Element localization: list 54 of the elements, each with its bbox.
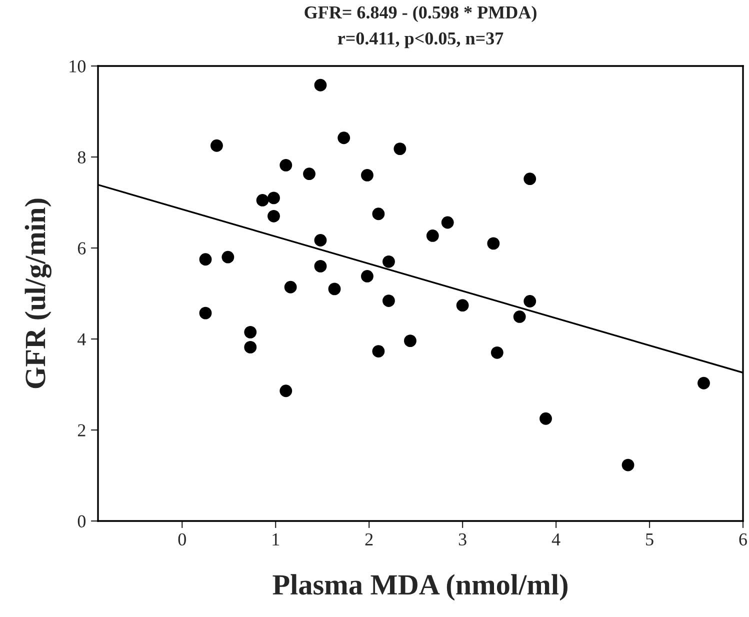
y-tick-label: 8 xyxy=(78,151,86,164)
point xyxy=(328,282,341,296)
point xyxy=(382,294,395,307)
point xyxy=(441,216,454,229)
point xyxy=(256,194,269,206)
point xyxy=(303,168,316,180)
point xyxy=(280,158,292,172)
point xyxy=(210,139,223,152)
point xyxy=(513,310,526,323)
x-tick-label: 5 xyxy=(646,534,654,546)
y-axis-title: GFR (ul/g/min) xyxy=(24,198,52,388)
point xyxy=(382,255,395,268)
y-tick-label: 0 xyxy=(78,515,86,528)
x-tick-label: 3 xyxy=(458,533,466,546)
point xyxy=(314,234,327,246)
point xyxy=(314,260,327,272)
point xyxy=(372,208,385,220)
y-tick-label: 10 xyxy=(70,60,86,72)
point xyxy=(426,230,439,242)
x-tick-label: 4 xyxy=(552,533,560,546)
point xyxy=(244,340,257,354)
point xyxy=(314,78,327,92)
chart-subtitle: r=0.411, p<0.05, n=37 xyxy=(338,32,504,48)
point xyxy=(199,253,212,266)
point xyxy=(622,458,634,472)
point xyxy=(372,345,385,358)
x-tick-label: 2 xyxy=(365,533,373,546)
point xyxy=(268,210,280,222)
x-tick-label: 1 xyxy=(272,533,280,546)
point xyxy=(268,192,280,204)
point xyxy=(456,299,469,312)
point xyxy=(199,306,212,320)
point xyxy=(244,326,257,338)
x-tick-label: 0 xyxy=(178,533,186,546)
point xyxy=(284,280,297,294)
y-tick-label: 6 xyxy=(78,242,86,254)
point xyxy=(540,412,552,425)
point xyxy=(490,346,504,359)
point xyxy=(487,237,500,250)
point xyxy=(698,376,710,390)
y-tick-label: 2 xyxy=(78,424,86,436)
point xyxy=(404,334,416,348)
point xyxy=(361,168,374,182)
point xyxy=(524,295,536,308)
point xyxy=(280,384,292,398)
point xyxy=(524,172,536,186)
point xyxy=(222,250,234,264)
x-tick-label: 6 xyxy=(739,533,747,546)
y-tick-label: 4 xyxy=(78,333,86,346)
point xyxy=(394,142,406,156)
x-axis-title: Plasma MDA (nmol/ml) xyxy=(272,574,568,601)
point xyxy=(361,270,374,282)
point xyxy=(338,132,350,144)
chart-title: GFR= 6.849 - (0.598 * PMDA) xyxy=(304,6,536,22)
